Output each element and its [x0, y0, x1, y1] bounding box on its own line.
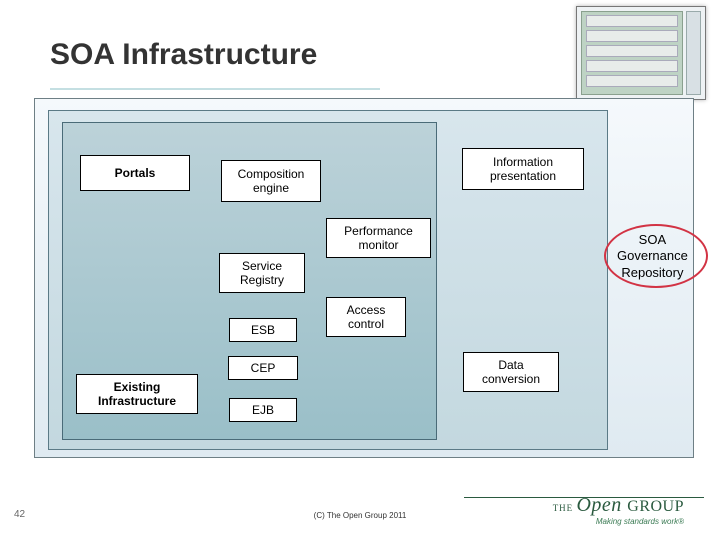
governance-label: SOA Governance Repository [617, 232, 688, 281]
box-data-conversion: Data conversion [463, 352, 559, 392]
box-service-registry: Service Registry [219, 253, 305, 293]
box-information-presentation: Information presentation [462, 148, 584, 190]
slide-number: 42 [14, 509, 25, 520]
copyright: (C) The Open Group 2011 [314, 511, 407, 520]
box-portals: Portals [80, 155, 190, 191]
box-existing-infrastructure: Existing Infrastructure [76, 374, 198, 414]
box-esb: ESB [229, 318, 297, 342]
box-performance-monitor: Performance monitor [326, 218, 431, 258]
title-underline [50, 88, 380, 90]
corner-thumbnail [576, 6, 706, 100]
open-group-logo: THE Open GROUP Making standards work® [553, 494, 684, 526]
slide-title: SOA Infrastructure [50, 38, 317, 72]
box-ejb: EJB [229, 398, 297, 422]
box-access-control: Access control [326, 297, 406, 337]
box-cep: CEP [228, 356, 298, 380]
box-composition-engine: Composition engine [221, 160, 321, 202]
